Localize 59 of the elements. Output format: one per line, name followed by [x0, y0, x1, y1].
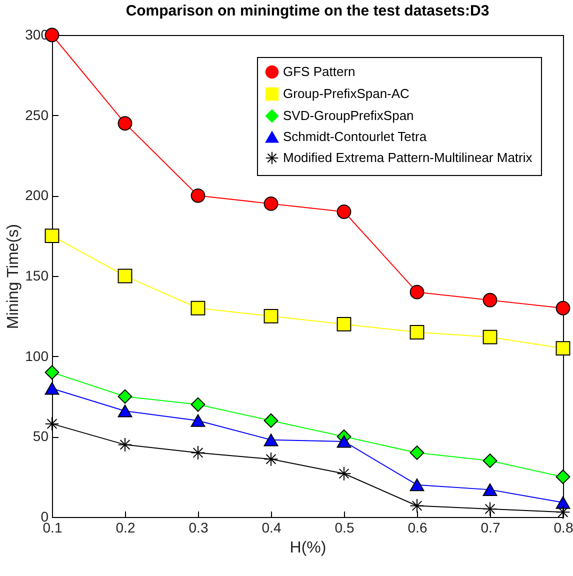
point — [264, 434, 278, 446]
point — [118, 437, 132, 452]
point — [556, 504, 570, 520]
y-tick-label: 250 — [25, 106, 49, 123]
x-tick-label: 0.5 — [334, 520, 354, 536]
y-tick-label: 200 — [25, 187, 49, 204]
point — [190, 397, 206, 412]
point — [482, 454, 498, 468]
point — [482, 483, 498, 496]
point — [264, 452, 278, 466]
x-axis-title: H(%) — [290, 540, 326, 556]
x-tick-label: 0.7 — [480, 520, 500, 536]
x-tick-label: 0.4 — [262, 520, 282, 536]
point — [556, 341, 570, 356]
point — [336, 316, 352, 332]
x-tick-label: 0.8 — [554, 520, 573, 536]
chart-title: Comparison on miningtime on the test datasets:D3 — [126, 2, 490, 20]
y-axis-title: Mining Time(s) — [5, 224, 22, 329]
point — [410, 325, 424, 340]
point — [410, 284, 424, 300]
point — [410, 498, 424, 513]
legend-label: Modified Extrema Pattern-Multilinear Matrix — [283, 150, 533, 165]
point — [336, 466, 352, 481]
point — [264, 308, 278, 324]
legend-label: SVD-GroupPrefixSpan — [283, 108, 414, 123]
point — [410, 446, 424, 460]
y-tick-label: 50 — [32, 428, 49, 444]
point — [190, 188, 206, 203]
point — [190, 300, 206, 316]
point — [556, 496, 570, 509]
point — [44, 228, 60, 244]
point — [556, 300, 570, 316]
point — [482, 502, 498, 516]
x-tick-label: 0.6 — [408, 520, 428, 536]
point — [118, 389, 132, 404]
point — [336, 435, 352, 448]
y-tick-label: 100 — [25, 348, 49, 364]
legend-label: GFS Pattern — [283, 64, 356, 79]
point — [44, 28, 60, 42]
x-tick-label: 0.3 — [188, 520, 208, 536]
x-tick-label: 0.2 — [116, 520, 136, 536]
point — [190, 414, 206, 427]
point — [44, 382, 60, 395]
point — [44, 416, 60, 432]
point — [264, 413, 278, 428]
point — [336, 204, 352, 219]
y-tick-label: 150 — [25, 268, 49, 284]
point — [482, 292, 498, 308]
point — [118, 404, 132, 418]
point — [190, 446, 206, 460]
legend-label: Group-PrefixSpan-AC — [283, 86, 410, 101]
point — [264, 196, 278, 211]
point — [482, 330, 498, 344]
point — [118, 116, 132, 131]
point — [556, 470, 570, 484]
point — [410, 478, 424, 492]
point — [118, 268, 132, 284]
point — [44, 365, 60, 380]
legend-label: Schmidt-Contourlet Tetra — [283, 129, 428, 144]
